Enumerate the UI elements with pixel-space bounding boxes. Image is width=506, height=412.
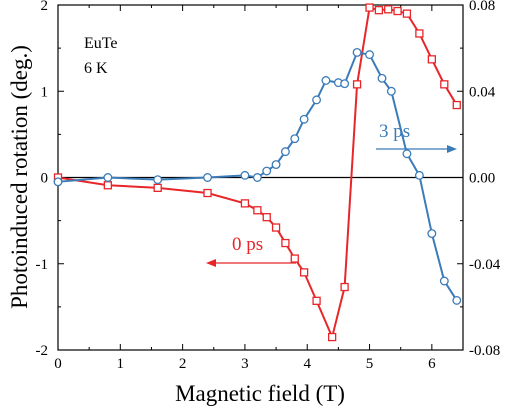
data-point	[402, 149, 412, 159]
data-point	[240, 199, 250, 208]
data-point	[262, 166, 272, 176]
data-point	[439, 276, 449, 286]
data-point	[252, 173, 262, 182]
data-point	[240, 170, 250, 180]
data-point	[384, 5, 393, 14]
data-point	[203, 173, 212, 182]
y-axis-title: Photoinduced rotation (deg.)	[7, 45, 32, 309]
y-tick-label: 0	[41, 171, 49, 187]
data-point	[153, 175, 163, 185]
data-point	[280, 147, 290, 157]
data-point	[415, 29, 424, 38]
data-point	[271, 223, 281, 232]
y-tick-label: 1	[41, 84, 49, 100]
x-tick-label: 4	[303, 356, 311, 372]
data-point	[153, 183, 162, 193]
annotation-sample: EuTe	[84, 35, 118, 52]
x-tick-label: 0	[54, 356, 62, 372]
data-point	[377, 73, 387, 83]
data-point	[253, 206, 262, 215]
data-point	[374, 6, 384, 15]
data-point	[281, 238, 290, 248]
data-point	[290, 254, 299, 263]
y-tick-label: -1	[36, 257, 49, 273]
data-series	[53, 3, 462, 342]
data-point	[271, 160, 281, 170]
y-tick-label: 2	[41, 0, 49, 14]
data-point	[312, 296, 321, 305]
data-point	[53, 177, 63, 187]
data-point	[103, 173, 113, 182]
y2-tick-label: 0.00	[469, 171, 495, 187]
data-point	[299, 268, 309, 277]
data-point	[386, 86, 396, 96]
data-point	[440, 80, 449, 89]
y2-tick-label: -0.04	[469, 257, 501, 273]
y-tick-label: -2	[36, 343, 49, 359]
x-tick-label: 2	[179, 356, 187, 372]
data-point	[402, 9, 412, 18]
data-point	[352, 80, 362, 89]
x-tick-label: 3	[241, 356, 249, 372]
data-point	[452, 295, 462, 305]
axis-ticks: 0 1 2 3 4 5 6 -2 -1 0 1 2 -0.08 -0.04 0.00 0.04 0.08	[36, 0, 501, 372]
x-tick-label: 1	[117, 356, 125, 372]
annotation-temperature: 6 K	[84, 60, 108, 77]
data-point	[340, 79, 350, 89]
data-point	[393, 6, 402, 16]
y2-tick-label: 0.04	[469, 84, 496, 100]
series-line	[57, 6, 458, 341]
data-point	[299, 114, 309, 124]
data-point	[414, 170, 424, 180]
data-point	[203, 188, 212, 198]
arrow-0ps-head	[206, 259, 216, 267]
series-label-3ps: 3 ps	[379, 121, 410, 142]
data-point	[340, 282, 349, 292]
arrow-3ps-head	[447, 145, 457, 153]
data-point	[427, 229, 437, 239]
series-label-0ps: 0 ps	[232, 234, 263, 255]
data-point	[365, 3, 374, 12]
data-point	[427, 55, 436, 64]
data-point	[452, 100, 461, 110]
x-axis-title: Magnetic field (T)	[175, 381, 345, 406]
data-point	[262, 213, 271, 222]
data-point	[321, 76, 331, 85]
x-tick-label: 5	[366, 356, 374, 372]
series-0-ps	[53, 3, 461, 342]
x-tick-label: 6	[428, 356, 436, 372]
data-point	[103, 181, 112, 190]
y2-tick-label: -0.08	[469, 343, 500, 359]
data-point	[365, 50, 374, 60]
series-3-ps	[53, 47, 462, 305]
y2-tick-label: 0.08	[469, 0, 495, 14]
data-point	[328, 332, 337, 342]
data-point	[352, 47, 362, 57]
data-point	[312, 95, 322, 105]
data-point	[290, 134, 300, 144]
